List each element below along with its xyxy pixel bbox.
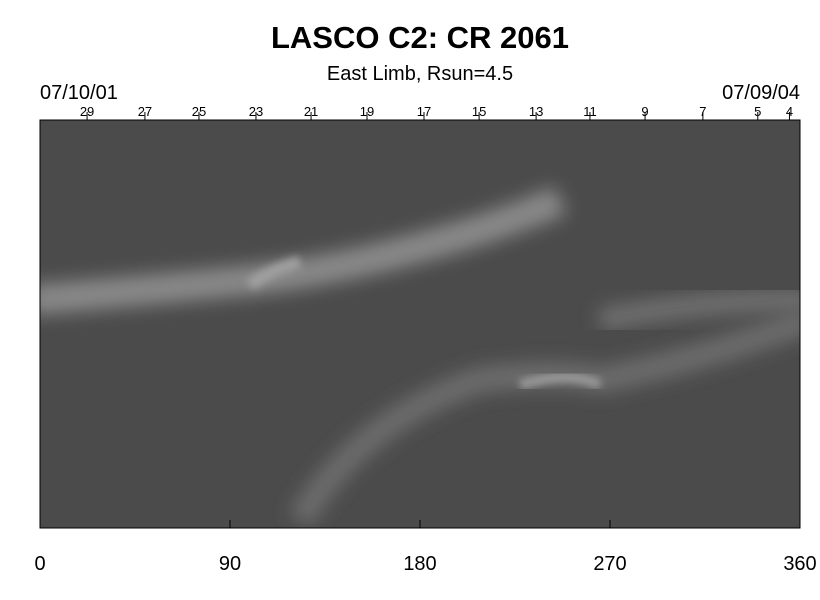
top-tick-label: 27 — [138, 104, 152, 119]
x-tick-label: 360 — [783, 553, 816, 575]
top-tick-label: 17 — [417, 104, 431, 119]
streamer — [518, 372, 603, 390]
synoptic-image — [40, 120, 800, 528]
top-tick-label: 9 — [641, 104, 648, 119]
top-tick-label: 13 — [529, 104, 543, 119]
chart-subtitle: East Limb, Rsun=4.5 — [327, 63, 513, 85]
streamer — [246, 256, 302, 290]
streamer — [597, 289, 800, 331]
streamer — [40, 186, 567, 315]
top-tick-label: 11 — [583, 104, 597, 119]
chart-title: LASCO C2: CR 2061 — [271, 20, 569, 55]
end-date: 07/09/04 — [722, 82, 800, 104]
top-tick-label: 21 — [304, 104, 318, 119]
top-tick-label: 25 — [192, 104, 206, 119]
top-tick-label: 19 — [360, 104, 374, 119]
top-tick-label: 5 — [754, 104, 761, 119]
x-tick-label: 270 — [593, 553, 626, 575]
top-tick-label: 23 — [249, 104, 263, 119]
top-tick-label: 15 — [472, 104, 486, 119]
top-tick-label: 4 — [786, 104, 793, 119]
x-tick-label: 180 — [403, 553, 436, 575]
top-tick-label: 7 — [699, 104, 706, 119]
start-date: 07/10/01 — [40, 82, 118, 104]
top-tick-label: 29 — [80, 104, 94, 119]
x-tick-label: 0 — [34, 553, 45, 575]
x-tick-label: 90 — [219, 553, 241, 575]
image-background — [40, 120, 800, 528]
